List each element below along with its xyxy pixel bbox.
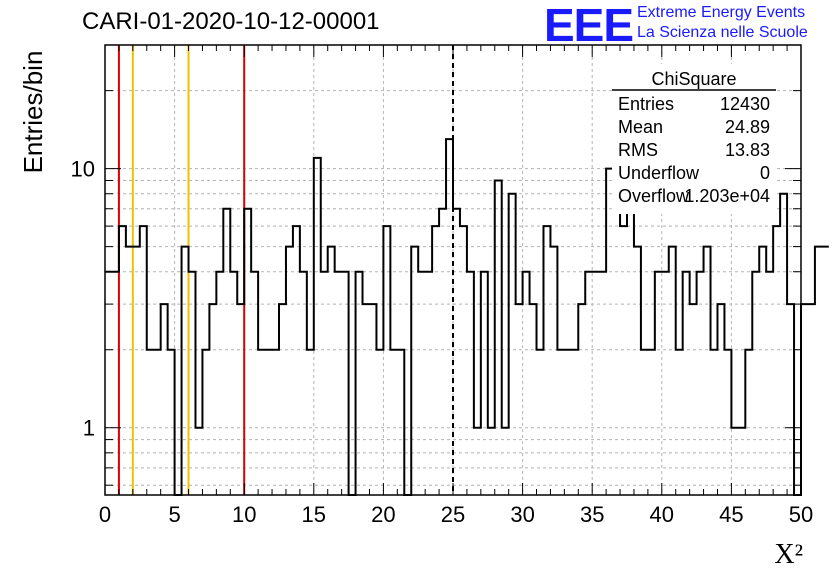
y-tick-label: 10: [71, 157, 95, 182]
stats-label: Underflow: [618, 163, 700, 183]
stats-label: RMS: [618, 140, 658, 160]
y-tick-labels: 1 10: [71, 157, 95, 441]
x-tick-labels: 0 5 10 15 20 25 30 35 40 45 50: [99, 502, 813, 527]
x-axis-label: X²: [774, 539, 803, 570]
stats-value: 0: [760, 163, 770, 183]
x-tick-label: 20: [371, 502, 395, 527]
eee-logo: EEE: [544, 0, 634, 51]
x-tick-label: 40: [650, 502, 674, 527]
logo-line-1: Extreme Energy Events: [637, 4, 806, 21]
x-tick-label: 10: [232, 502, 256, 527]
stats-label: Overflow: [618, 186, 690, 206]
x-tick-label: 50: [789, 502, 813, 527]
stats-box: ChiSquare Entries 12430 Mean 24.89 RMS 13.83 Un…: [612, 64, 776, 214]
x-tick-label: 25: [441, 502, 465, 527]
axis-ticks: [104, 44, 802, 495]
stats-value: 24.89: [725, 117, 770, 137]
x-tick-label: 15: [302, 502, 326, 527]
stats-label: Entries: [618, 94, 674, 114]
y-axis-label: Entries/bin: [18, 51, 48, 174]
x-tick-label: 5: [168, 502, 180, 527]
stats-title: ChiSquare: [651, 69, 736, 89]
run-title: CARI-01-2020-10-12-00001: [82, 8, 380, 35]
x-tick-label: 45: [719, 502, 743, 527]
stats-label: Mean: [618, 117, 663, 137]
x-tick-label: 30: [510, 502, 534, 527]
histogram-line: [105, 138, 829, 496]
stats-value: 1.203e+04: [684, 186, 770, 206]
x-tick-label: 35: [580, 502, 604, 527]
stats-box-bg: [612, 64, 776, 214]
stats-value: 13.83: [725, 140, 770, 160]
y-tick-label: 1: [83, 416, 95, 441]
x-tick-label: 0: [99, 502, 111, 527]
stats-value: 12430: [720, 94, 770, 114]
logo-line-2: La Scienza nelle Scuole: [637, 24, 808, 41]
